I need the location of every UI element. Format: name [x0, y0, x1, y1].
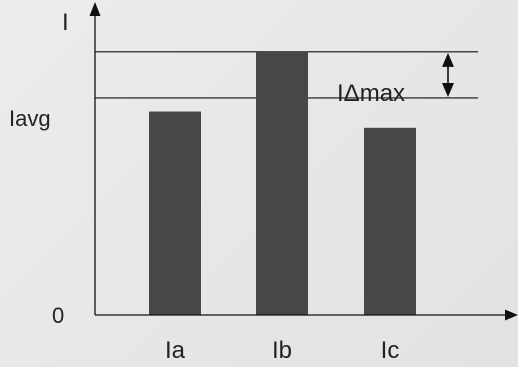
bar-ia — [149, 111, 201, 316]
x-tick-label-ib: Ib — [272, 337, 292, 364]
y-axis-title: I — [62, 9, 69, 36]
bar-ic — [364, 127, 416, 315]
y-axis — [89, 2, 101, 315]
delta-max-annotation: IΔmax — [337, 80, 405, 107]
y-tick-label-iavg: Iavg — [9, 106, 51, 131]
delta-max-marker — [442, 52, 454, 97]
x-axis — [95, 309, 518, 321]
x-tick-label-ia: Ia — [165, 337, 186, 364]
y-tick-label-zero: 0 — [52, 303, 64, 328]
x-tick-label-ic: Ic — [381, 337, 400, 364]
bar-ib — [256, 51, 308, 316]
